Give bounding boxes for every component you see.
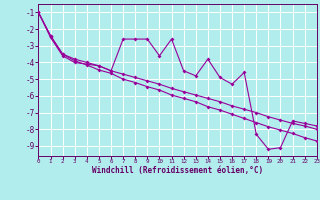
X-axis label: Windchill (Refroidissement éolien,°C): Windchill (Refroidissement éolien,°C) <box>92 166 263 175</box>
